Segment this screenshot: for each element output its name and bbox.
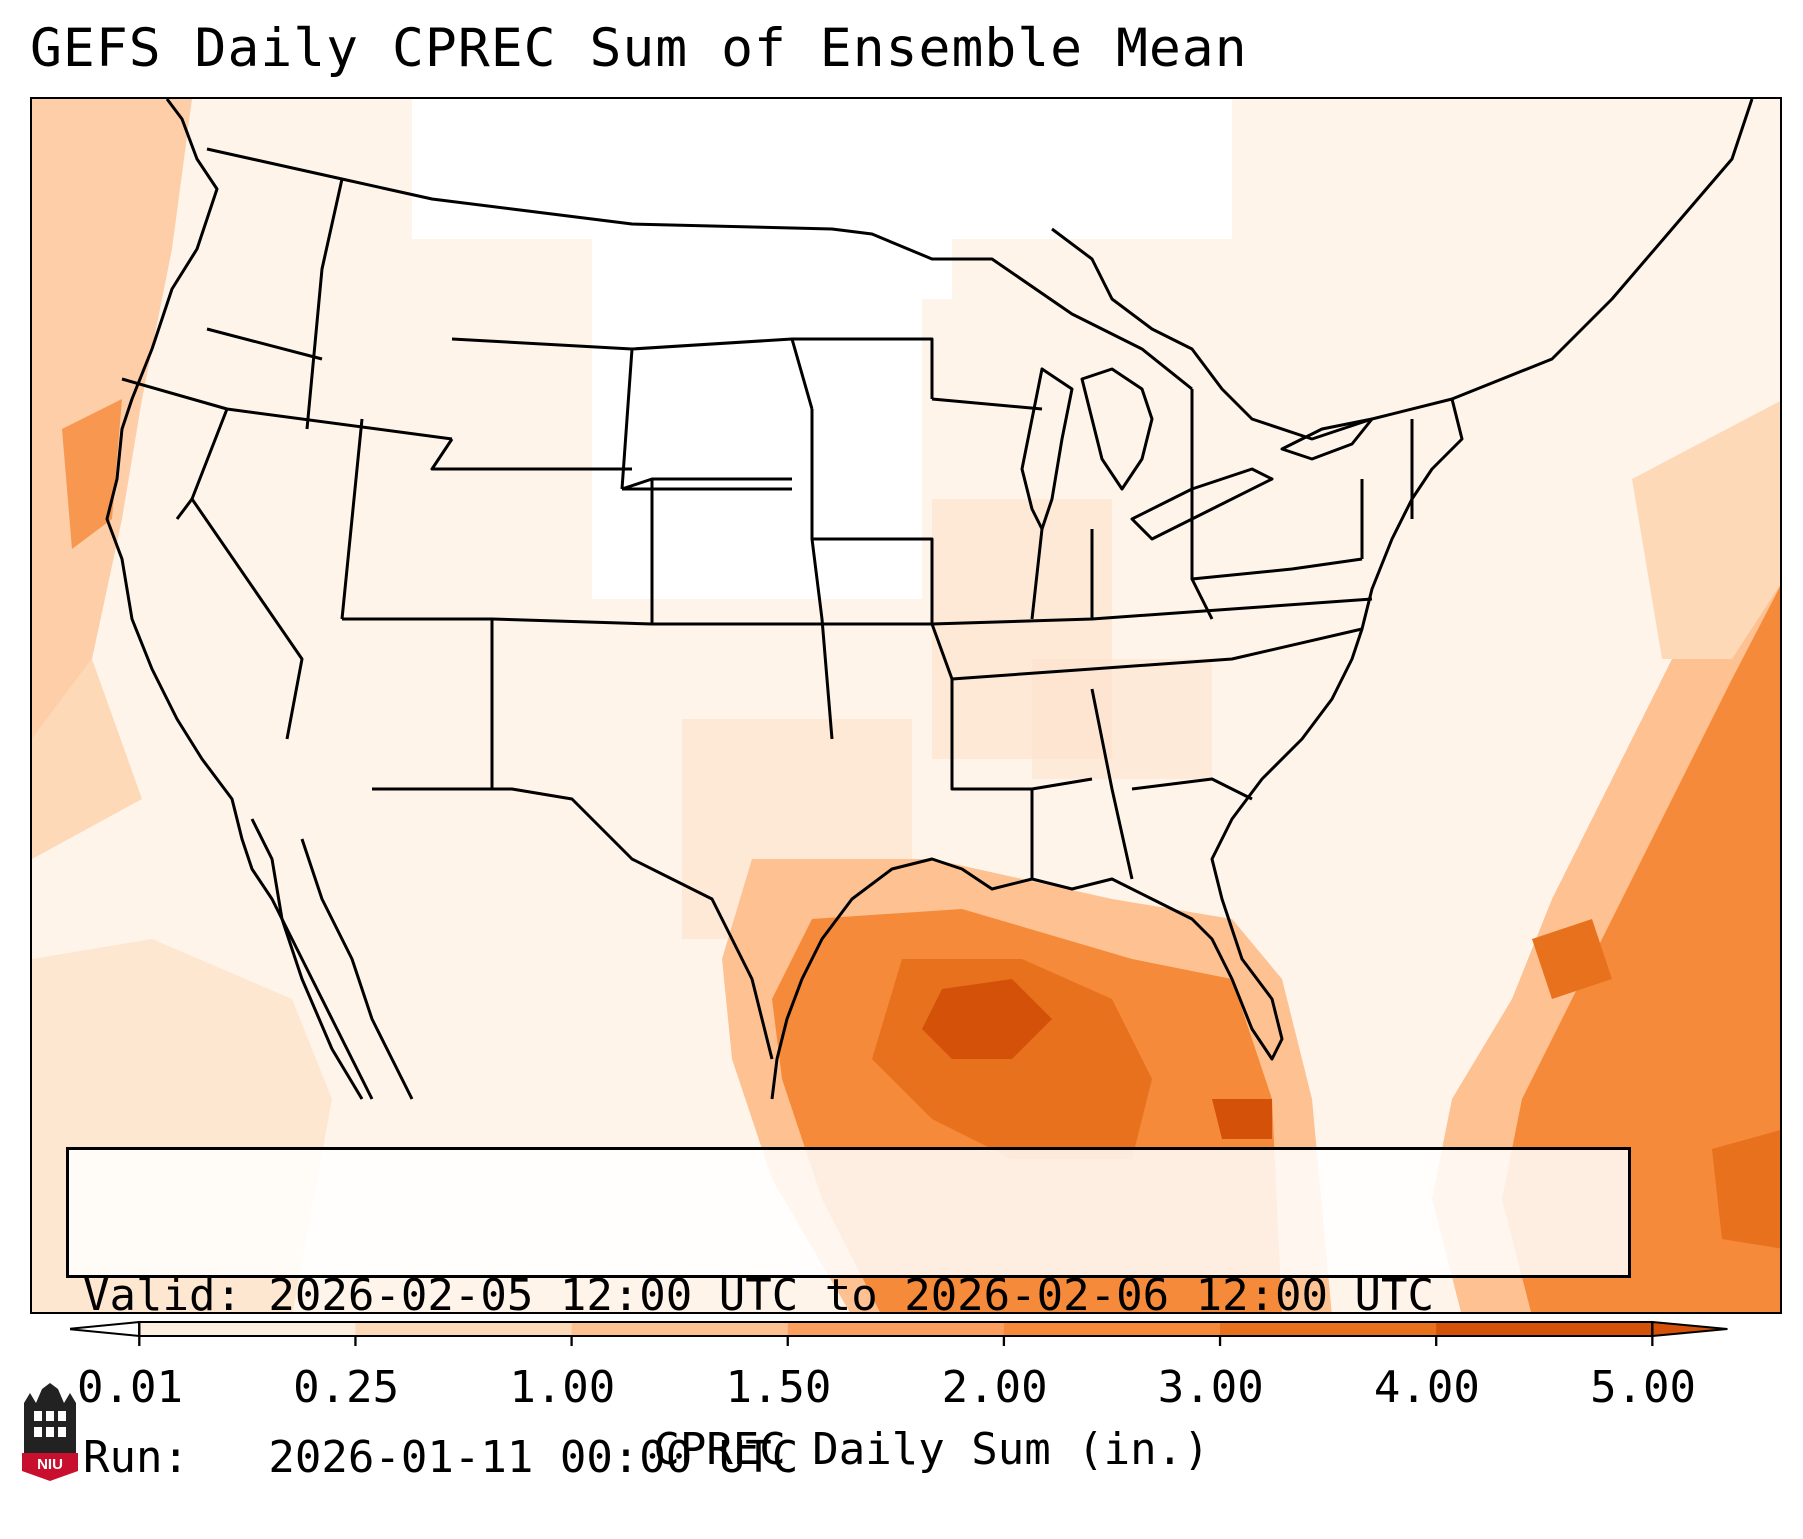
colorbar-tick-label: 0.01: [77, 1362, 183, 1413]
colorbar-tick-label: 2.00: [941, 1362, 1048, 1413]
colorbar-tick-label: 1.00: [509, 1362, 616, 1413]
colorbar-segment: [1436, 1322, 1653, 1336]
colorbar-segment: [355, 1322, 573, 1336]
colorbar-tick-label: 3.00: [1157, 1362, 1264, 1413]
state-boundaries: [105, 99, 1754, 1100]
precip-shading: [32, 99, 1780, 1312]
niu-logo: NIU: [22, 1383, 78, 1481]
colorbar-frame: [138, 1321, 1654, 1337]
colorbar-segment: [1003, 1322, 1221, 1336]
colorbar-tick-label: 5.00: [1590, 1362, 1697, 1413]
run-line: Run: 2026-01-11 00:00 UTC: [83, 1432, 799, 1483]
colorbar-segment: [787, 1322, 1005, 1336]
valid-line: Valid: 2026-02-05 12:00 UTC to 2026-02-0…: [83, 1270, 1435, 1321]
colorbar: [70, 1320, 1728, 1346]
colorbar-segment: [139, 1322, 357, 1336]
colorbar-segment: [571, 1322, 789, 1336]
valid-time-box: Valid: 2026-02-05 12:00 UTC to 2026-02-0…: [66, 1147, 1631, 1483]
map-title: GEFS Daily CPREC Sum of Ensemble Mean: [30, 18, 1248, 79]
colorbar-under-arrow: [70, 1320, 141, 1338]
colorbar-label: CPREC Daily Sum (in.): [653, 1424, 1210, 1475]
colorbar-tick-label: 4.00: [1373, 1362, 1480, 1413]
colorbar-tick-label: 0.25: [293, 1362, 400, 1413]
precipitation-map: [30, 97, 1782, 1314]
colorbar-segment: [1220, 1322, 1437, 1336]
map-canvas: [32, 99, 1780, 1312]
colorbar-tick-label: 1.50: [725, 1362, 832, 1413]
svg-text:NIU: NIU: [37, 1456, 63, 1473]
colorbar-over-arrow: [1651, 1320, 1728, 1338]
